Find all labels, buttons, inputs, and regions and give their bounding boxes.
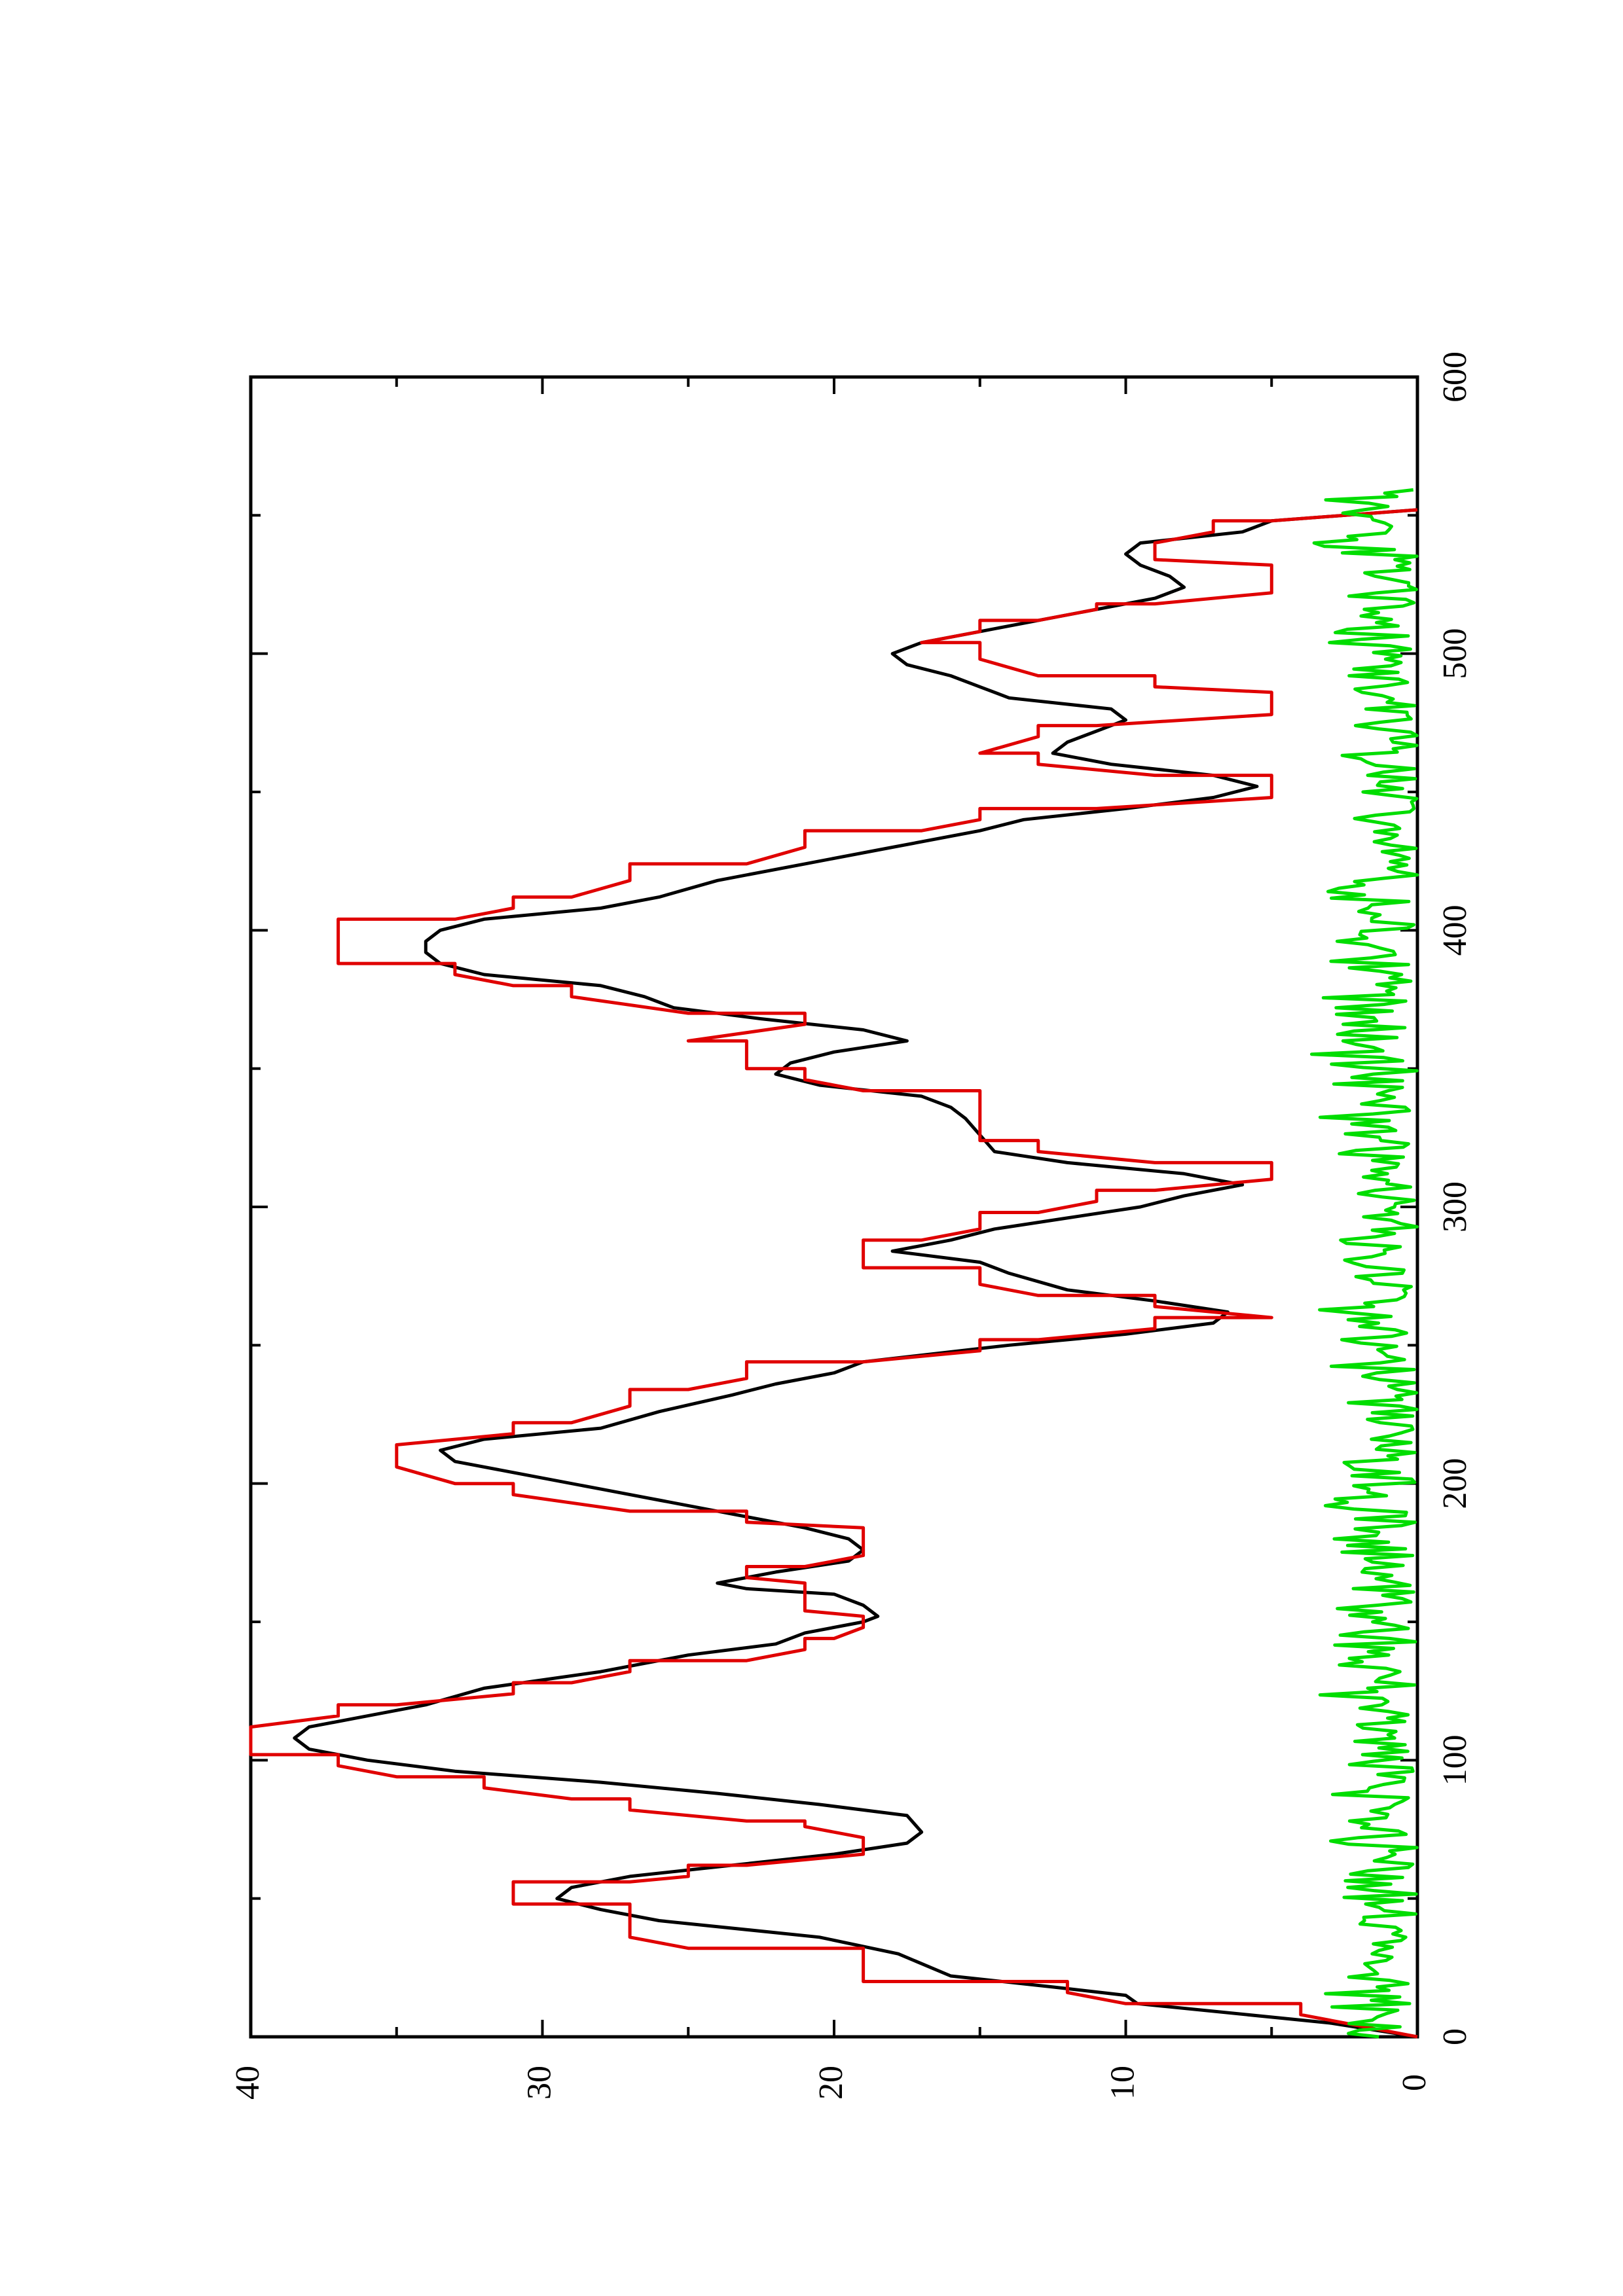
x-tick-label: 600 [1436,351,1474,403]
x-tick-label: 400 [1436,905,1474,956]
x-tick-label: 200 [1436,1458,1474,1509]
x-tick-label: 0 [1436,2028,1474,2045]
tick-group [249,376,1419,2038]
x-tick-label: 500 [1436,628,1474,679]
x-tick-label: 300 [1436,1181,1474,1232]
series-group [249,488,1419,2039]
series-line-2 [1310,488,1419,2039]
tick-label-group: 0 100 200 300 400 500 600 0 10 20 30 40 [229,351,1474,2100]
series-line-1 [249,508,1418,2039]
x-tick-label: 100 [1436,1734,1474,1785]
y-tick-label: 30 [520,2066,558,2100]
y-tick-label: 0 [1396,2074,1433,2091]
y-tick-label: 10 [1104,2066,1141,2100]
plot-frame [249,375,1419,2039]
y-tick-label: 20 [812,2066,850,2100]
series-line-0 [293,508,1418,2039]
y-tick-label: 40 [229,2066,266,2100]
